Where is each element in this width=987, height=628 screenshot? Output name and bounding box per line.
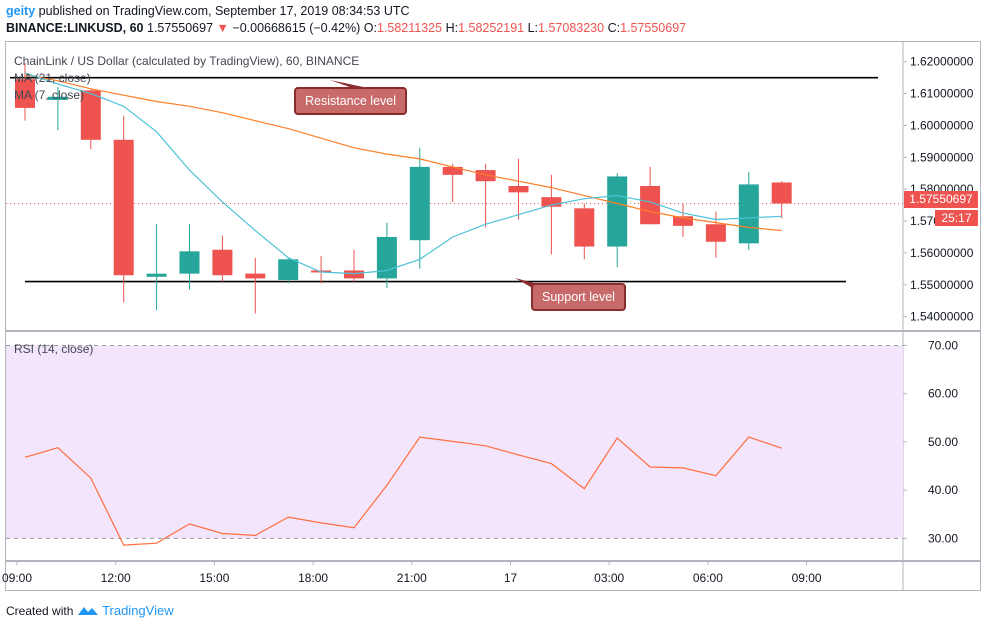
legend-rsi[interactable]: RSI (14, close) — [14, 342, 94, 356]
price-tick-label: 1.60000000 — [910, 118, 974, 132]
candle-down — [771, 182, 792, 204]
open-label: O: — [363, 21, 377, 35]
low-value: 1.57083230 — [538, 21, 605, 35]
price-change: −0.00668615 (−0.42%) — [232, 21, 361, 35]
close-label: C: — [607, 21, 621, 35]
open-value: 1.58211325 — [376, 21, 443, 35]
price-tick-label: 1.61000000 — [910, 87, 974, 101]
candle-up — [179, 251, 200, 274]
resistance-annotation: Resistance level — [294, 87, 408, 115]
last-price: 1.57550697 — [147, 21, 214, 35]
time-tick-label: 21:00 — [397, 571, 427, 585]
time-tick-label: 12:00 — [101, 571, 131, 585]
rsi-pane[interactable] — [5, 331, 981, 561]
rsi-tick-label: 50.00 — [928, 435, 958, 449]
time-axis-pane[interactable] — [5, 561, 981, 591]
candle-up — [47, 96, 68, 100]
down-arrow-icon: ▼ — [216, 21, 229, 35]
candle-up — [409, 166, 430, 241]
candle-down — [245, 273, 266, 279]
bar-countdown: 25:17 — [935, 210, 978, 226]
low-label: L: — [527, 21, 539, 35]
price-tick-label: 1.62000000 — [910, 55, 974, 69]
chart-title: ChainLink / US Dollar (calculated by Tra… — [14, 54, 360, 68]
candle-down — [113, 139, 134, 276]
price-tick-label: 1.54000000 — [910, 310, 974, 324]
candle-up — [146, 273, 167, 277]
last-price-tag: 1.57550697 — [904, 191, 978, 208]
rsi-tick-label: 30.00 — [928, 531, 958, 545]
candle-down — [574, 208, 595, 247]
candle-down — [705, 224, 726, 242]
high-label: H: — [445, 21, 459, 35]
time-tick-label: 18:00 — [298, 571, 328, 585]
high-value: 1.58252191 — [458, 21, 525, 35]
time-tick-label: 09:00 — [792, 571, 822, 585]
candle-down — [442, 166, 463, 175]
candle-down — [212, 249, 233, 276]
author-link[interactable]: geity — [6, 4, 36, 18]
close-value: 1.57550697 — [620, 21, 687, 35]
time-tick-label: 06:00 — [693, 571, 723, 585]
published-text: published on TradingView.com, September … — [38, 4, 410, 18]
candle-up — [738, 184, 759, 244]
support-annotation: Support level — [531, 283, 626, 311]
footer: Created with TradingView — [6, 603, 174, 619]
legend-ma7[interactable]: MA (7, close) — [14, 88, 85, 102]
candle-up — [278, 259, 299, 281]
candle-up — [376, 236, 397, 279]
legend-ma21[interactable]: MA (21, close) — [14, 71, 91, 85]
tradingview-logo-icon — [77, 604, 99, 619]
price-pane[interactable] — [5, 41, 981, 331]
candle-down — [15, 79, 35, 108]
created-with-text: Created with — [6, 604, 74, 618]
time-tick-label: 17 — [504, 571, 518, 585]
candle-down — [475, 170, 496, 182]
rsi-line — [24, 436, 782, 546]
time-tick-label: 09:00 — [2, 571, 32, 585]
candle-down — [541, 197, 562, 207]
time-tick-label: 03:00 — [594, 571, 624, 585]
rsi-tick-label: 40.00 — [928, 483, 958, 497]
price-tick-label: 1.59000000 — [910, 150, 974, 164]
publish-line: geity published on TradingView.com, Sept… — [6, 4, 410, 18]
candle-down — [673, 216, 693, 226]
price-tick-label: 1.56000000 — [910, 246, 974, 260]
rsi-tick-label: 60.00 — [928, 387, 958, 401]
price-tick-label: 1.55000000 — [910, 278, 974, 292]
candle-down — [344, 270, 364, 279]
ma21-line — [24, 73, 782, 232]
ma7-line — [24, 72, 782, 275]
rsi-tick-label: 70.00 — [928, 338, 958, 352]
candle-down — [80, 90, 101, 140]
time-tick-label: 15:00 — [199, 571, 229, 585]
tradingview-brand[interactable]: TradingView — [102, 603, 174, 618]
candle-down — [508, 186, 529, 193]
ohlc-line: BINANCE:LINKUSD, 60 1.57550697 ▼ −0.0066… — [6, 21, 686, 35]
symbol-label: BINANCE:LINKUSD, 60 — [6, 21, 144, 35]
candle-up — [607, 176, 628, 247]
candle-down — [640, 186, 661, 225]
